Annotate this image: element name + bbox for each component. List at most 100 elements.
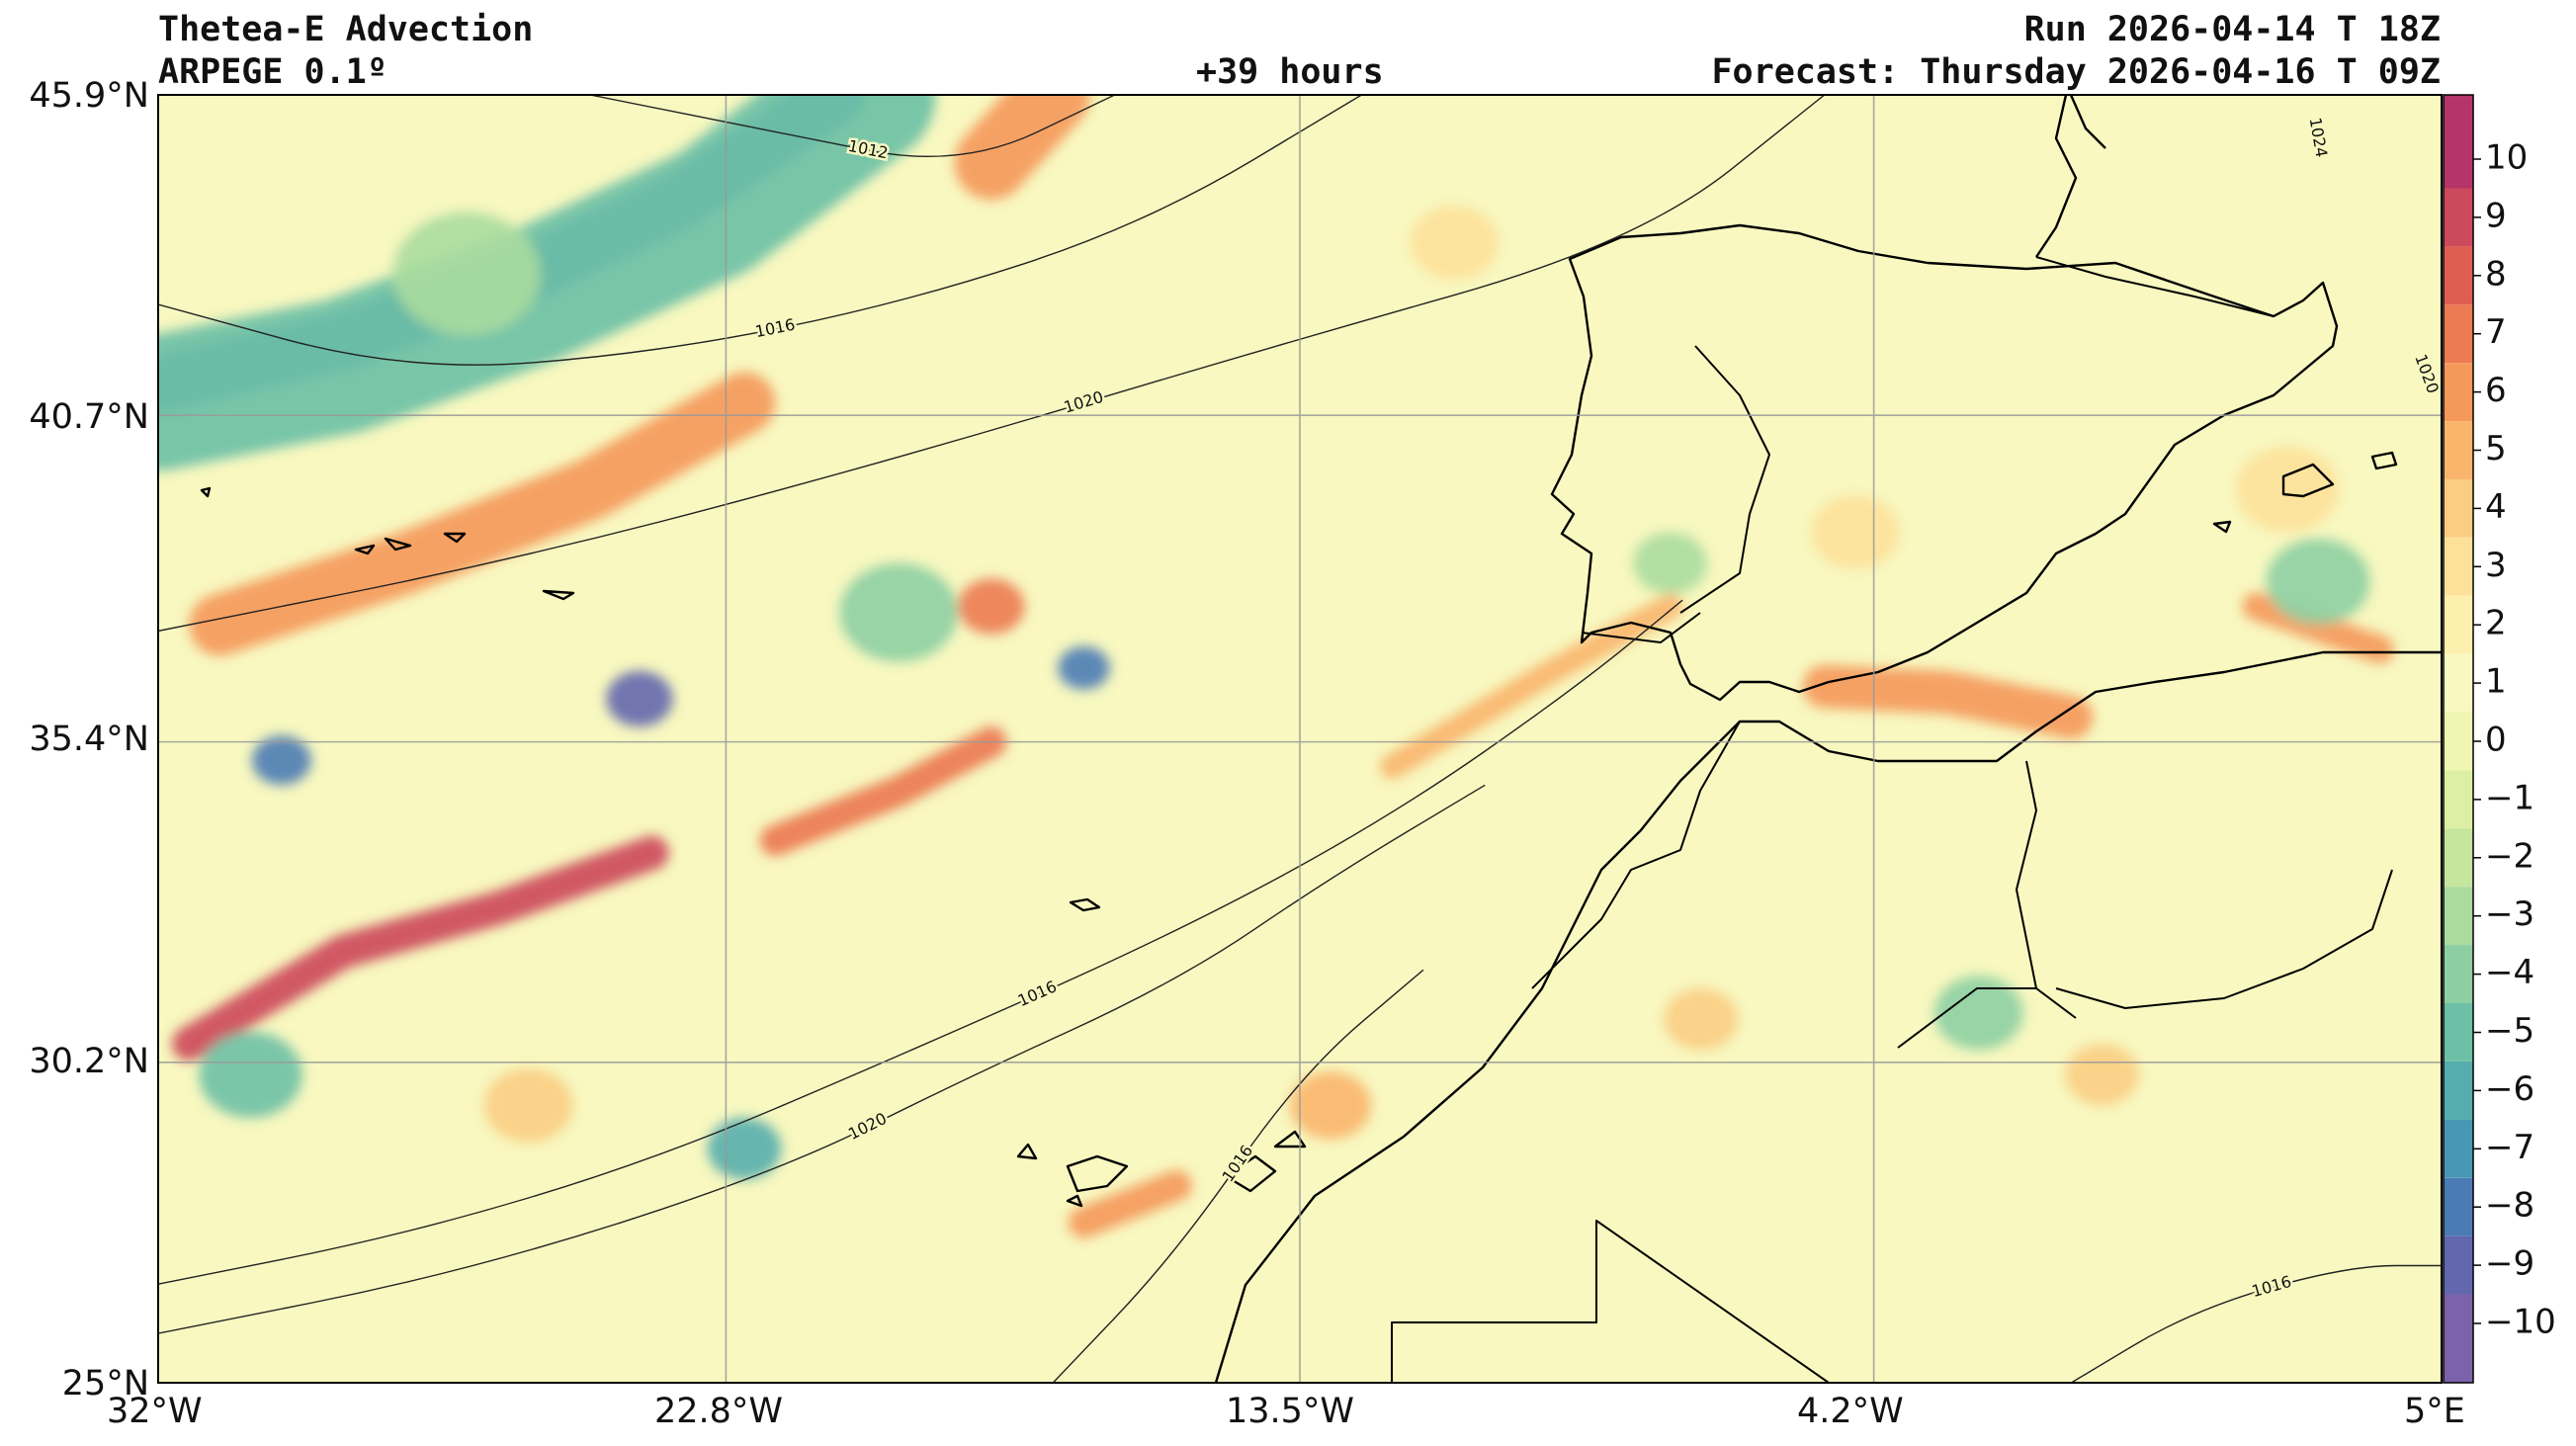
colorbar-label-0: 10 [2485,138,2528,178]
land-outlines [200,95,2442,1383]
colorbar-label-5: 5 [2485,429,2507,468]
forecast-time: Forecast: Thursday 2026-04-16 T 09Z [1711,52,2441,92]
colorbar-swatch-11 [2444,770,2473,829]
advection-field [158,95,2394,1238]
colorbar-swatch-8 [2444,595,2473,654]
field-blob-10 [252,735,311,786]
colorbar-swatch-4 [2444,363,2473,422]
field-blob-18 [958,578,1025,635]
colorbar-label-15: −5 [2485,1011,2534,1051]
field-band-2 [189,372,776,656]
colorbar-swatch-2 [2444,246,2473,305]
field-blob-22 [2235,446,2340,533]
field-blob-24 [1410,206,1499,280]
colorbar-label-14: −4 [2485,953,2534,992]
colorbar-label-10: 0 [2485,721,2507,760]
colorbar-swatch-1 [2444,188,2473,247]
colorbar-label-13: −3 [2485,894,2534,934]
lat-label-35-4: 35.4°N [29,720,149,759]
field-blob-14 [199,1031,302,1118]
azores [200,486,575,601]
isobar-1020 [158,95,1826,633]
isobar-1016 [158,95,1362,366]
colorbar-label-3: 7 [2485,312,2507,352]
lat-label-45-9: 45.9°N [29,76,149,116]
lat-label-40-7: 40.7°N [29,397,149,437]
border [1531,721,1741,989]
lon-label-13-5w: 13.5°W [1226,1392,1355,1431]
colorbar-label-8: 2 [2485,604,2507,643]
field-blob-20 [1664,987,1739,1051]
colorbar-label-2: 8 [2485,254,2507,294]
field-blob-16 [1933,976,2023,1051]
africa-coastline [1214,650,2442,1383]
colorbar-swatch-6 [2444,478,2473,538]
colorbar-swatch-19 [2444,1235,2473,1295]
colorbar-label-18: −8 [2485,1186,2534,1226]
balearic-islands [2212,451,2398,534]
field-blob-25 [2065,1044,2140,1106]
field-band-8 [1068,1169,1192,1238]
colorbar-swatch-14 [2444,945,2473,1003]
isobar-1016 [158,599,1683,1285]
lat-label-25: 25°N [61,1364,149,1403]
colorbar-swatch-9 [2444,653,2473,713]
field-blob-21 [483,1068,573,1143]
isobar-1016 [2071,1264,2442,1383]
field-band-5 [954,95,1090,200]
chart-title: Thetea-E Advection [158,10,534,49]
lon-label-5e: 5°E [2404,1392,2465,1431]
colorbar-label-6: 4 [2485,487,2507,527]
colorbar-label-4: 6 [2485,371,2507,410]
colorbar-swatch-0 [2444,95,2473,189]
colorbar-frame [2443,94,2474,1384]
isobar-1016 [1052,969,1424,1383]
gridlines [158,95,2442,1383]
lat-label-30-2: 30.2°N [29,1042,149,1081]
colorbar-swatch-3 [2444,304,2473,364]
border [1897,987,2077,1049]
madeira [1069,897,1101,912]
lead-time: +39 hours [1196,52,1384,92]
field-blob-27 [392,212,541,336]
colorbar-label-1: 9 [2485,196,2507,235]
colorbar-label-17: −7 [2485,1128,2534,1167]
lon-label-4-2w: 4.2°W [1797,1392,1904,1431]
field-band-3 [172,835,669,1062]
isobar-lines [158,95,2442,1383]
colorbar-swatch-18 [2444,1177,2473,1236]
france-north-coast [2069,95,2106,149]
field-band-7 [1802,664,2094,739]
colorbar-swatch-7 [2444,537,2473,596]
model-label: ARPEGE 0.1º [158,52,387,92]
colorbar-swatch-10 [2444,712,2473,771]
field-blob-15 [839,562,959,662]
border [1391,1220,1830,1383]
colorbar-label-9: 1 [2485,662,2507,702]
colorbar-swatch-5 [2444,421,2473,479]
isobar-1012 [589,95,1116,158]
border [2055,869,2393,1009]
field-blob-11 [606,670,673,727]
colorbar-swatch-13 [2444,887,2473,946]
border [2016,760,2037,989]
border [1581,612,1701,643]
field-band-9 [2242,592,2394,664]
field-blob-12 [1058,646,1110,690]
border [1679,345,1770,614]
field-blob-26 [1633,532,1707,594]
colorbar-swatch-16 [2444,1062,2473,1120]
colorbar-label-7: 3 [2485,546,2507,585]
field-blob-19 [1290,1071,1372,1140]
colorbar-label-12: −2 [2485,836,2534,876]
field-band-6 [1380,594,1683,780]
colorbar-swatch-15 [2444,1003,2473,1062]
field-band-4 [759,726,1007,856]
isobar-1020 [158,784,1486,1334]
field-blob-23 [1811,495,1900,569]
border [2035,256,2275,317]
field-blob-17 [2266,538,2370,626]
plot-frame [157,94,2443,1384]
lon-label-32w: 32°W [107,1392,203,1431]
